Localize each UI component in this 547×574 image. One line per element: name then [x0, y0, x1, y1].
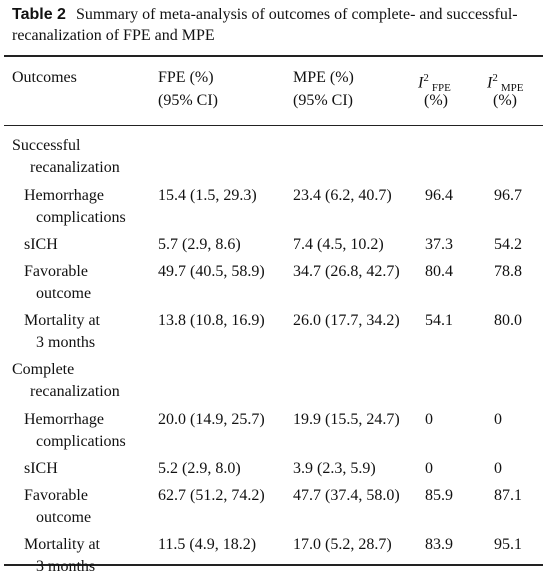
outcome-label: Hemorrhage — [24, 187, 104, 204]
outcome-label: sICH — [24, 236, 58, 253]
cell-value: 0 — [425, 411, 433, 428]
outcome-label: Mortality at — [24, 312, 100, 329]
cell-value: 96.4 — [425, 187, 453, 204]
header-rule — [4, 125, 543, 126]
outcome-label: Favorable — [24, 487, 88, 504]
outcome-label: outcome — [36, 509, 92, 526]
outcome-label: Mortality at — [24, 536, 100, 553]
cell-value: 80.0 — [494, 312, 522, 329]
header-text: MPE (%) — [293, 69, 354, 86]
outcome-label: Hemorrhage — [24, 411, 104, 428]
cell-value: 85.9 — [425, 487, 453, 504]
cell-value: 5.2 (2.9, 8.0) — [158, 460, 241, 477]
header-sub: MPE — [500, 82, 524, 95]
section-label: recanalization — [30, 159, 120, 176]
header-text: Outcomes — [12, 69, 77, 86]
cell-value: 80.4 — [425, 263, 453, 280]
header-i2: I2FPE — [418, 68, 451, 94]
cell-value: 15.4 (1.5, 29.3) — [158, 187, 257, 204]
cell-value: 83.9 — [425, 536, 453, 553]
cell-value: 13.8 (10.8, 16.9) — [158, 312, 265, 329]
header-symbol: I — [487, 74, 493, 92]
bottom-rule — [4, 564, 543, 566]
outcome-label: sICH — [24, 460, 58, 477]
header-i2: I2MPE — [487, 68, 523, 94]
header-sup: 2 — [423, 72, 429, 84]
cell-value: 0 — [494, 411, 502, 428]
cell-value: 23.4 (6.2, 40.7) — [293, 187, 392, 204]
header-sup: 2 — [492, 72, 498, 84]
cell-value: 11.5 (4.9, 18.2) — [158, 536, 257, 553]
header-symbol: I — [418, 74, 424, 92]
cell-value: 54.1 — [425, 312, 453, 329]
cell-value: 78.8 — [494, 263, 522, 280]
cell-value: 62.7 (51.2, 74.2) — [158, 487, 265, 504]
caption: Table 2 Summary of meta-analysis of outco… — [12, 4, 540, 46]
cell-value: 0 — [425, 460, 433, 477]
header-text: FPE (%) — [158, 69, 214, 86]
cell-value: 3.9 (2.3, 5.9) — [293, 460, 376, 477]
outcome-label: 3 months — [36, 334, 96, 351]
cell-value: 34.7 (26.8, 42.7) — [293, 263, 400, 280]
cell-value: 0 — [494, 460, 502, 477]
caption-label: Table 2 — [12, 6, 66, 23]
outcome-label: outcome — [36, 285, 92, 302]
cell-value: 20.0 (14.9, 25.7) — [158, 411, 265, 428]
cell-value: 95.1 — [494, 536, 522, 553]
header-unit: (%) — [424, 92, 448, 109]
section-label: Successful — [12, 137, 81, 154]
outcome-label: Favorable — [24, 263, 88, 280]
cell-value: 49.7 (40.5, 58.9) — [158, 263, 265, 280]
header-sub: FPE — [431, 82, 451, 95]
caption-text: Summary of meta-analysis of outcomes of … — [12, 6, 518, 44]
cell-value: 5.7 (2.9, 8.6) — [158, 236, 241, 253]
cell-value: 47.7 (37.4, 58.0) — [293, 487, 400, 504]
cell-value: 54.2 — [494, 236, 522, 253]
outcome-label: complications — [36, 209, 126, 226]
cell-value: 19.9 (15.5, 24.7) — [293, 411, 400, 428]
top-rule — [4, 55, 543, 57]
outcome-label: 3 months — [36, 558, 96, 574]
section-label: recanalization — [30, 383, 120, 400]
cell-value: 96.7 — [494, 187, 522, 204]
cell-value: 37.3 — [425, 236, 453, 253]
header-unit: (%) — [493, 92, 517, 109]
section-label: Complete — [12, 361, 75, 378]
cell-value: 7.4 (4.5, 10.2) — [293, 236, 384, 253]
header-text: (95% CI) — [158, 92, 218, 109]
outcome-label: complications — [36, 433, 126, 450]
cell-value: 87.1 — [494, 487, 522, 504]
cell-value: 26.0 (17.7, 34.2) — [293, 312, 400, 329]
header-text: (95% CI) — [293, 92, 353, 109]
cell-value: 17.0 (5.2, 28.7) — [293, 536, 392, 553]
